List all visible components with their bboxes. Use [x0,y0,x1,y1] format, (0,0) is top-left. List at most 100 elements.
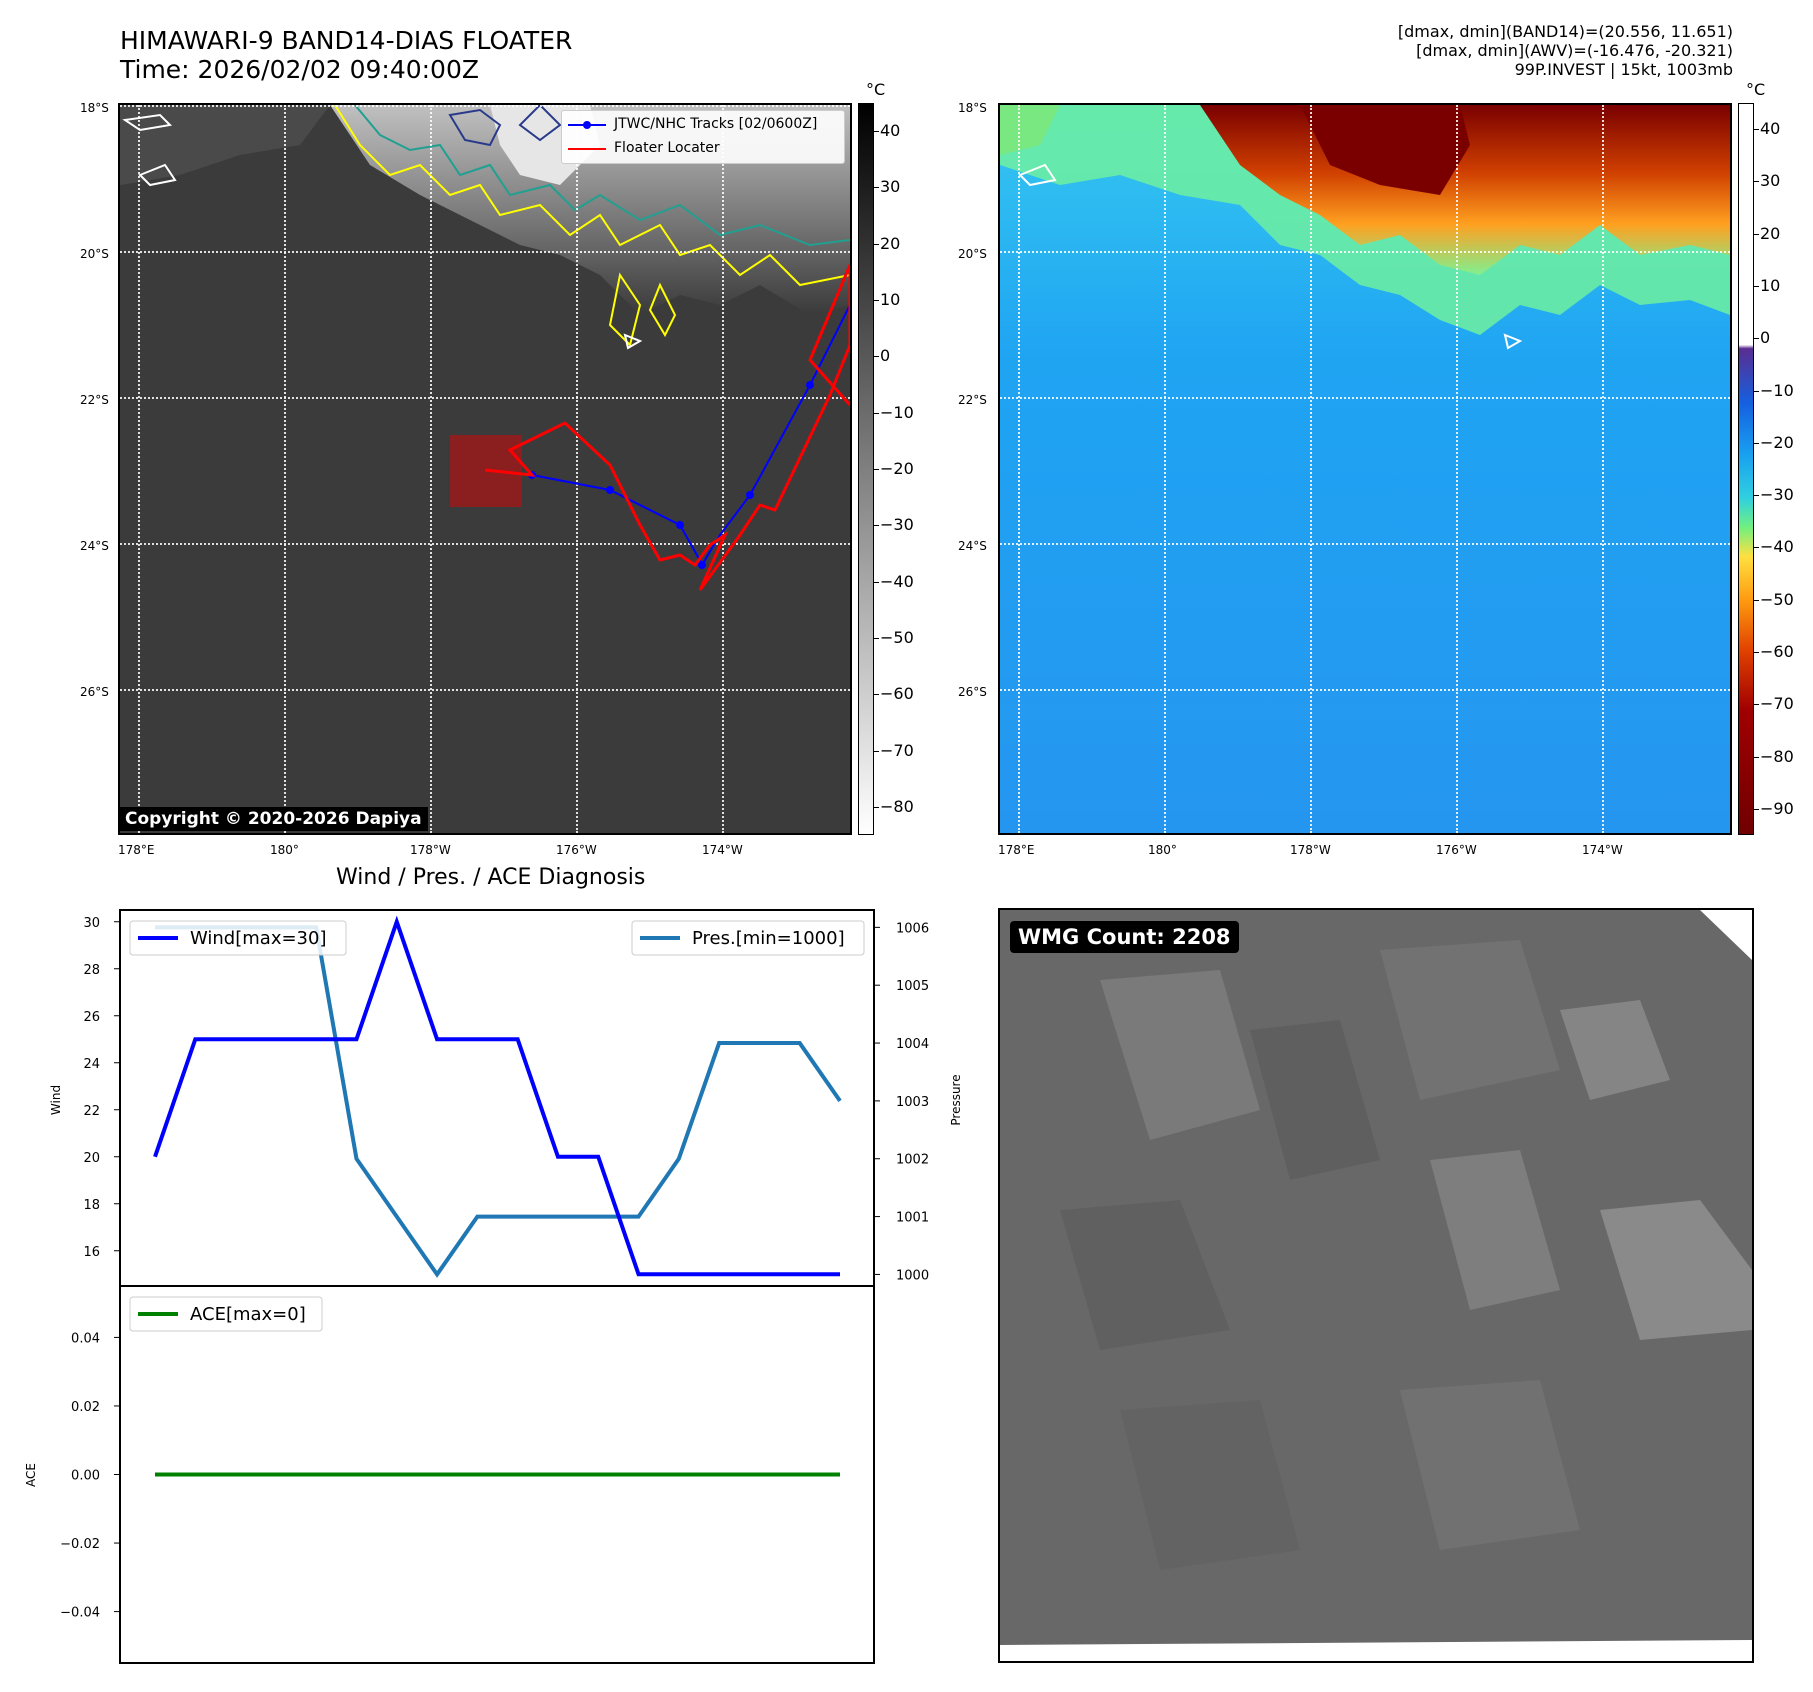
pressure-series-line [155,925,842,1278]
colorbar-tick-mark [874,525,879,527]
lon-label: 176°W [1436,843,1477,857]
pressure-tick-label: 1004 [896,1037,929,1052]
ace-tick-label: 0.02 [71,1400,100,1415]
pressure-tick-label: 1006 [896,921,929,936]
diagnosis-chart: Wind Pressure ACE 16 18 20 22 24 26 28 30 1000 10… [24,909,960,1664]
gridline-lon-176w [1456,105,1458,833]
colorbar-tick-mark [874,581,879,583]
colorbar-tick-label: −70 [880,740,914,760]
gridline-lon-178w [430,105,432,833]
lat-label: 20°S [80,247,109,261]
legend-track-label: JTWC/NHC Tracks [02/0600Z] [614,116,818,132]
ir-colorbar [858,103,874,835]
colorbar-tick-label: −80 [880,796,914,816]
wind-plot-frame [119,909,875,1287]
gridline-lon-174w [1602,105,1604,833]
wind-legend-label: Wind[max=30] [190,928,327,949]
colorbar-tick-label: 20 [1760,223,1781,243]
lat-label: 20°S [958,247,987,261]
colorbar-tick-label: −20 [880,459,914,478]
colorbar-tick-label: 40 [880,121,901,141]
colorbar-tick-label: 20 [880,233,901,253]
lon-label: 180° [270,843,299,857]
lat-label: 18°S [958,101,987,115]
colorbar-tick-label: −10 [880,402,914,422]
pressure-tick-label: 1003 [896,1095,929,1110]
lat-label: 18°S [80,101,109,115]
lon-label: 176°W [556,843,597,857]
pressure-legend-label: Pres.[min=1000] [692,928,845,949]
wind-tick-label: 28 [83,963,100,978]
colorbar-tick-mark [1754,181,1759,183]
pressure-tick-label: 1002 [896,1153,929,1168]
gridline-lat-20s [120,251,850,253]
colorbar-tick-label: −50 [1760,589,1794,609]
lat-label: 24°S [80,539,109,553]
lon-label: 174°W [702,843,743,857]
pressure-legend: Pres.[min=1000] [631,920,865,956]
title-line-2: Time: 2026/02/02 09:40:00Z [120,55,479,84]
lat-label: 22°S [958,393,987,407]
wind-tick-label: 16 [83,1245,100,1260]
colorbar-tick-mark [874,806,879,808]
lat-label: 26°S [958,685,987,699]
colorbar-tick-label: −50 [880,627,914,647]
colorbar-tick-mark [1754,808,1759,810]
colorbar-tick-mark [874,131,879,133]
colorbar-tick-label: 30 [1760,171,1781,191]
pressure-tick-label: 1001 [896,1211,929,1226]
gridline-lat-26s [1000,689,1730,691]
map-legend: JTWC/NHC Tracks [02/0600Z] Floater Locat… [561,110,845,164]
gridline-lat-22s [120,397,850,399]
wind-tick-label: 24 [83,1057,100,1072]
ace-legend: ACE[max=0] [129,1296,323,1332]
colorbar-tick-mark [874,356,879,358]
lon-label: 178°W [1290,843,1331,857]
wmg-imagery [1000,910,1752,1661]
colorbar-tick-label: −80 [1760,746,1794,766]
colorbar-tick-mark [1754,129,1759,131]
wind-series-line [153,915,840,1277]
colorbar-tick-label: −60 [1760,642,1794,661]
colorbar-tick-mark [1754,390,1759,392]
track-point [676,521,684,529]
ace-tick-label: 0.04 [71,1331,100,1346]
lon-label: 178°E [998,843,1035,857]
awv-map-imagery [1000,105,1730,833]
colorbar-tick-label: 10 [1760,276,1781,295]
ace-tick-label: 0.00 [71,1469,100,1484]
floater-locater-line [484,264,850,591]
lon-label: 178°W [410,843,451,857]
track-point [606,486,614,494]
awv-map-panel [998,103,1732,835]
colorbar-unit: °C [866,80,886,99]
colorbar-tick-mark [874,300,879,302]
ace-legend-label: ACE[max=0] [190,1304,306,1325]
colorbar-tick-mark [1754,756,1759,758]
lon-label: 178°E [118,843,155,857]
colorbar-tick-mark [1754,704,1759,706]
ace-tick-label: −0.04 [60,1606,100,1621]
track-point [746,491,754,499]
lat-label: 22°S [80,393,109,407]
gridline-lon-180 [284,105,286,833]
info-line-1: [dmax, dmin](BAND14)=(20.556, 11.651) [1397,22,1733,41]
lat-label: 26°S [80,685,109,699]
wind-tick-label: 22 [83,1104,100,1119]
ace-tick-label: −0.02 [60,1537,100,1552]
colorbar-tick-label: −10 [1760,380,1794,400]
colorbar-tick-mark [1754,338,1759,340]
pressure-axis-label: Pressure [949,1074,960,1125]
colorbar-tick-mark [1754,442,1759,444]
pressure-tick-label: 1000 [896,1268,929,1283]
colorbar-tick-label: 10 [880,290,901,310]
track-point [806,381,814,389]
lon-label: 174°W [1582,843,1623,857]
colorbar-tick-mark [874,637,879,639]
wind-tick-label: 30 [83,916,100,931]
wind-legend: Wind[max=30] [129,920,347,956]
ir-map-panel: JTWC/NHC Tracks [02/0600Z] Floater Locat… [118,103,852,835]
colorbar-unit: °C [1746,80,1766,99]
gridline-lon-178w [1310,105,1312,833]
colorbar-tick-label: −20 [1760,432,1794,452]
